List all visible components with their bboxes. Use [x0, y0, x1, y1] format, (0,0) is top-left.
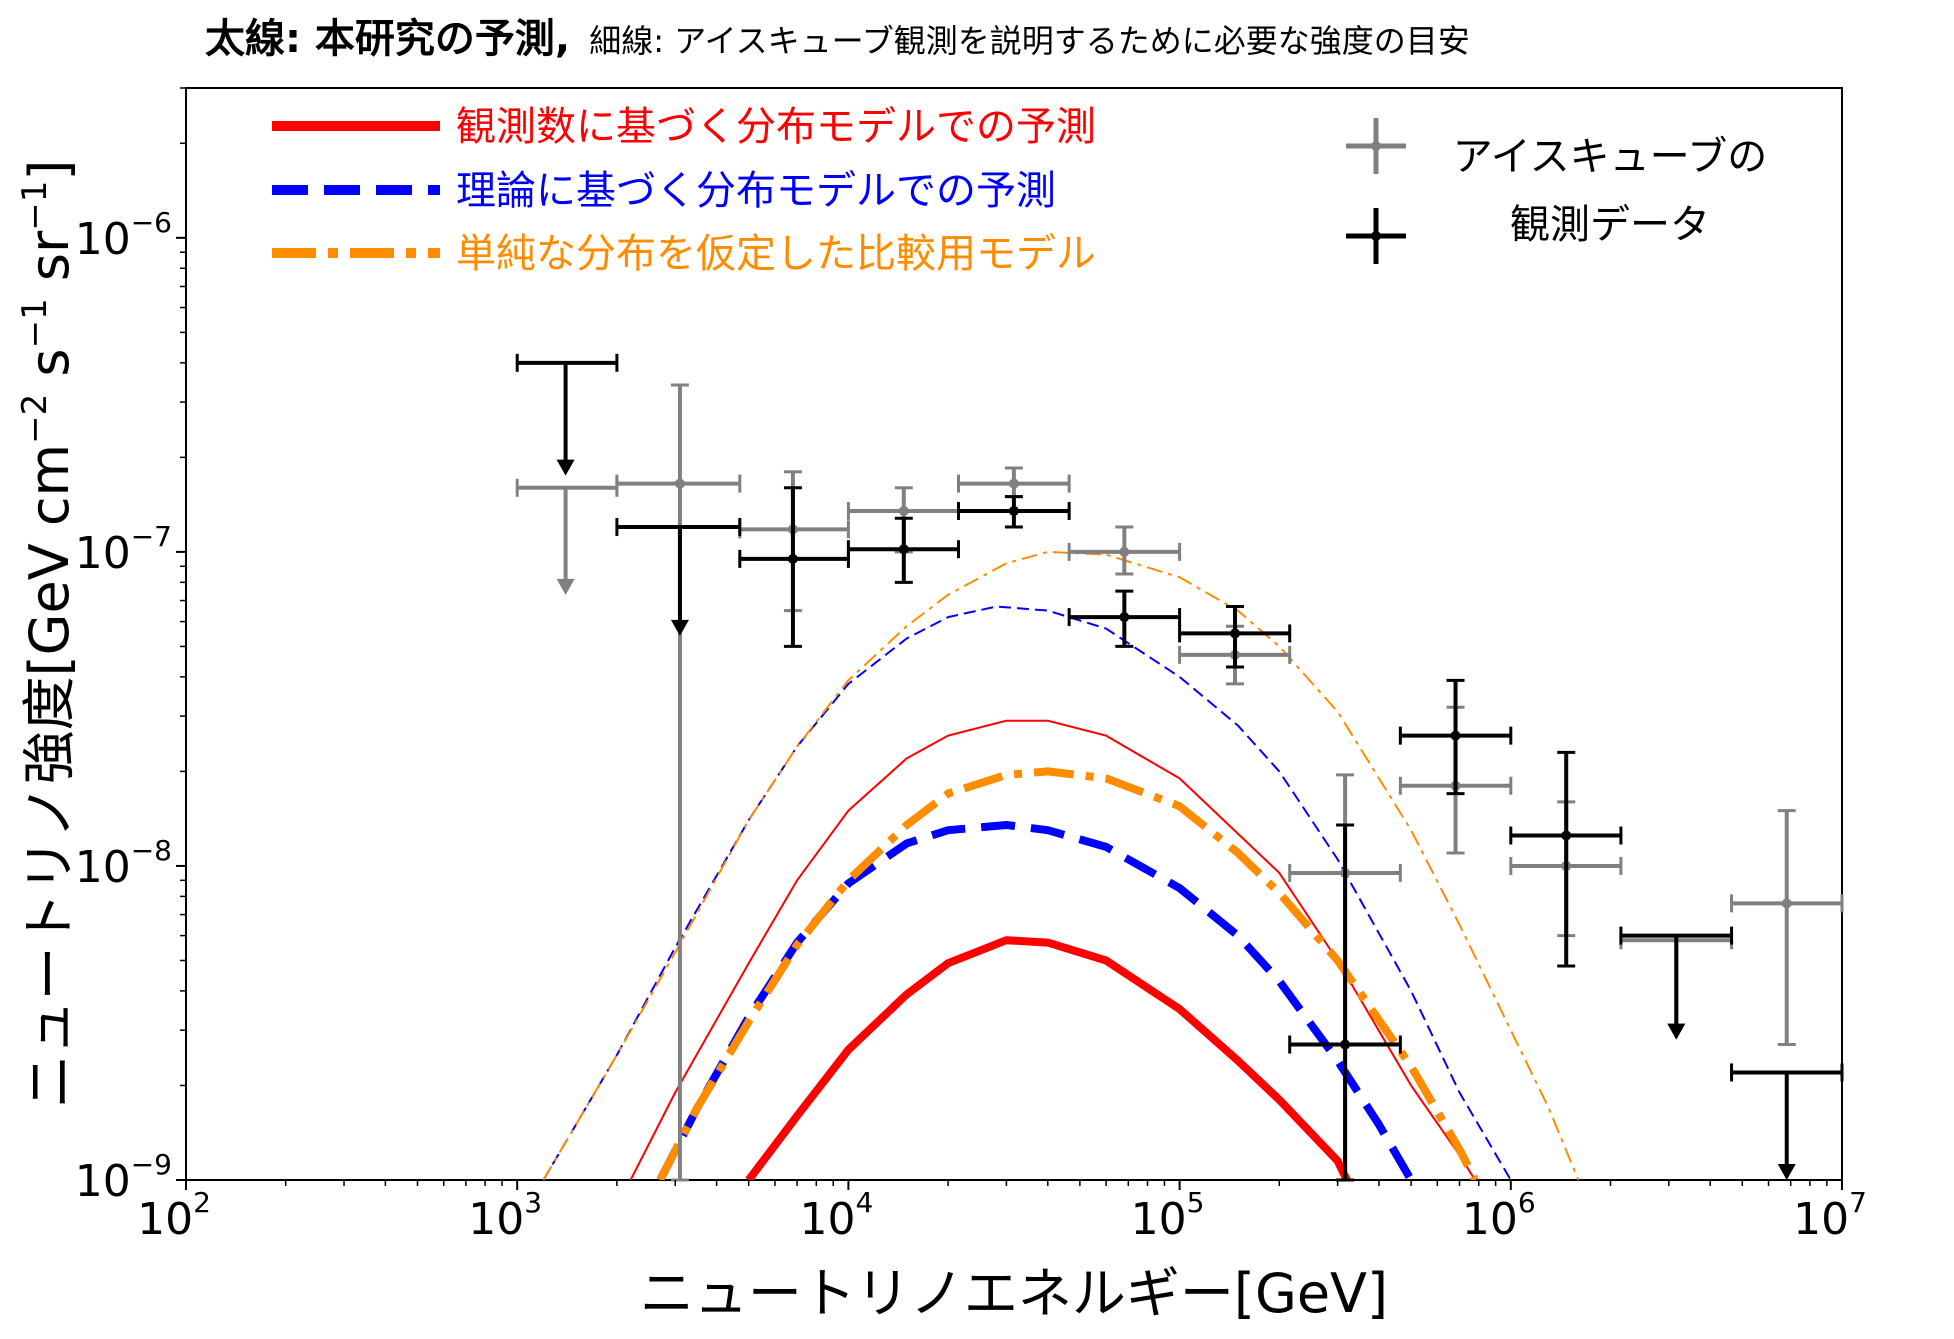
x-tick-label: 107	[1793, 1186, 1867, 1245]
y-axis-unit-exp1: −2	[15, 394, 55, 444]
data-point-0	[515, 478, 619, 595]
data-point-14	[738, 486, 850, 648]
data-point-13	[615, 518, 742, 636]
legend-label-orange: 単純な分布を仮定した比較用モデル	[456, 231, 1096, 277]
data-point-17	[1067, 589, 1182, 648]
data-marker	[1561, 830, 1572, 841]
title-bold: 太線: 本研究の予測,	[205, 16, 570, 62]
data-marker	[674, 478, 685, 489]
x-tick-label: 103	[468, 1186, 542, 1245]
data-marker	[1119, 546, 1130, 557]
legend-label-red: 観測数に基づく分布モデルでの予測	[456, 104, 1096, 150]
data-marker	[1450, 730, 1461, 741]
data-marker	[898, 544, 909, 555]
y-axis-unit-2: s	[18, 348, 81, 393]
data-marker	[1119, 612, 1130, 623]
data-point-21	[1509, 750, 1623, 968]
legend-label-gray: アイスキューブの	[1453, 134, 1767, 180]
data-marker	[787, 553, 798, 564]
legend-marker-gray	[1346, 118, 1406, 174]
upper-limit-arrow	[1667, 1023, 1686, 1040]
legend-right: アイスキューブの 観測データ	[1346, 118, 1767, 264]
y-tick-label: 10−9	[75, 1148, 172, 1207]
data-point-4	[957, 466, 1071, 499]
data-point-5	[1067, 525, 1182, 576]
upper-limit-arrow	[670, 619, 689, 636]
data-point-20	[1398, 678, 1513, 796]
y-axis-unit-exp3: −1	[15, 181, 55, 231]
x-axis-label: ニュートリノエネルギー[GeV]	[640, 1262, 1388, 1325]
x-tick-label: 106	[1462, 1186, 1536, 1245]
upper-limit-arrow	[556, 578, 575, 595]
legend-marker-black	[1346, 208, 1406, 264]
data-point-12	[515, 353, 619, 476]
data-point-11	[1730, 809, 1844, 1047]
x-tick-label: 105	[1131, 1186, 1205, 1245]
data-marker	[1230, 628, 1241, 639]
data-marker	[898, 505, 909, 516]
data-marker	[1008, 505, 1019, 516]
data-marker	[1781, 898, 1792, 909]
upper-limit-arrow	[1777, 1164, 1796, 1180]
model-curve-0	[745, 936, 1351, 1180]
data-point-16	[957, 495, 1071, 529]
data-point-15	[846, 516, 961, 584]
model-curve-4	[656, 767, 1479, 1180]
legend-label-black: 観測データ	[1510, 202, 1710, 248]
plot-frame	[185, 87, 1843, 1181]
y-tick-label: 10−7	[75, 520, 172, 579]
points-layer	[515, 353, 1844, 1182]
y-axis-label: ニュートリノ強度[GeV cm−2 s−1 sr−1]	[15, 160, 81, 1109]
data-point-23	[1730, 1063, 1844, 1180]
x-tick-label: 102	[137, 1186, 211, 1245]
legend-left: 観測数に基づく分布モデルでの予測 理論に基づく分布モデルでの予測 単純な分布を仮…	[272, 104, 1096, 277]
y-axis-unit-1: [GeV cm	[18, 444, 81, 677]
model-curve-1	[629, 719, 1476, 1180]
x-tick-label: 104	[799, 1186, 873, 1245]
y-axis-unit-3: sr	[18, 230, 81, 298]
upper-limit-arrow	[556, 459, 575, 476]
series-layer	[542, 550, 1580, 1180]
y-tick-label: 10−8	[75, 834, 172, 893]
data-point-22	[1619, 926, 1734, 1040]
data-marker	[1008, 478, 1019, 489]
data-marker	[1340, 1039, 1351, 1050]
data-point-1	[615, 383, 742, 1182]
model-curve-2	[656, 821, 1415, 1180]
model-curve-3	[542, 605, 1512, 1180]
data-point-18	[1178, 605, 1292, 669]
y-tick-label: 10−6	[75, 206, 172, 265]
title-normal: 細線: アイスキューブ観測を説明するために必要な強度の目安	[589, 22, 1469, 60]
ticks-layer: 102 103 104 105 106 107 10−9 10−8 10−7 10−6	[75, 87, 1867, 1245]
y-axis-unit-exp2: −1	[15, 298, 55, 348]
y-axis-unit-4: ]	[18, 160, 81, 181]
chart-title: 太線: 本研究の予測, 細線: アイスキューブ観測を説明するために必要な強度の目…	[205, 16, 1470, 62]
data-point-19	[1288, 823, 1402, 1182]
y-axis-label-main: ニュートリノ強度	[18, 676, 81, 1108]
legend-label-blue: 理論に基づく分布モデルでの予測	[456, 168, 1056, 214]
